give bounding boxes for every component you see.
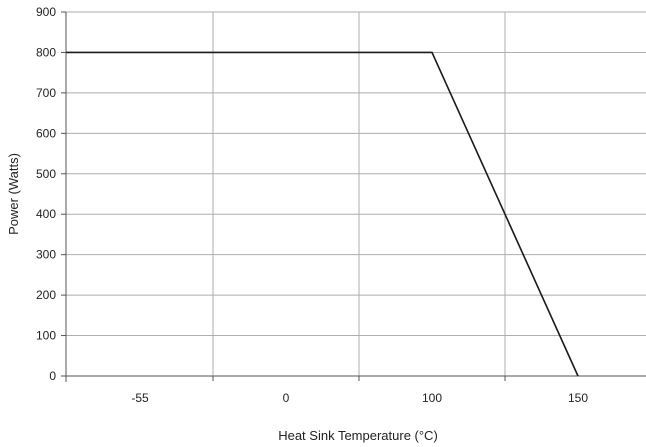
x-axis-ticks: -55 0 100 150 [131,376,588,405]
y-tick-label-200: 200 [36,288,56,302]
y-tick-label-600: 600 [36,126,56,140]
y-tick-label-0: 0 [49,369,56,383]
y-tick-label-500: 500 [36,167,56,181]
y-axis-title: Power (Watts) [6,153,21,235]
y-tick-label-800: 800 [36,45,56,59]
y-axis-ticks: 0 100 200 300 400 500 600 700 800 900 [36,5,66,383]
y-tick-label-300: 300 [36,248,56,262]
x-tick-label-1: 0 [283,391,290,405]
series [65,51,579,377]
x-axis-title: Heat Sink Temperature (°C) [278,428,438,443]
x-tick-label-0: -55 [131,391,149,405]
grid-lines [66,11,646,377]
x-tick-label-3: 150 [568,391,588,405]
y-tick-label-400: 400 [36,207,56,221]
y-tick-label-100: 100 [36,329,56,343]
x-tick-label-2: 100 [422,391,442,405]
axes [65,12,646,382]
y-tick-label-700: 700 [36,86,56,100]
y-tick-label-900: 900 [36,5,56,19]
